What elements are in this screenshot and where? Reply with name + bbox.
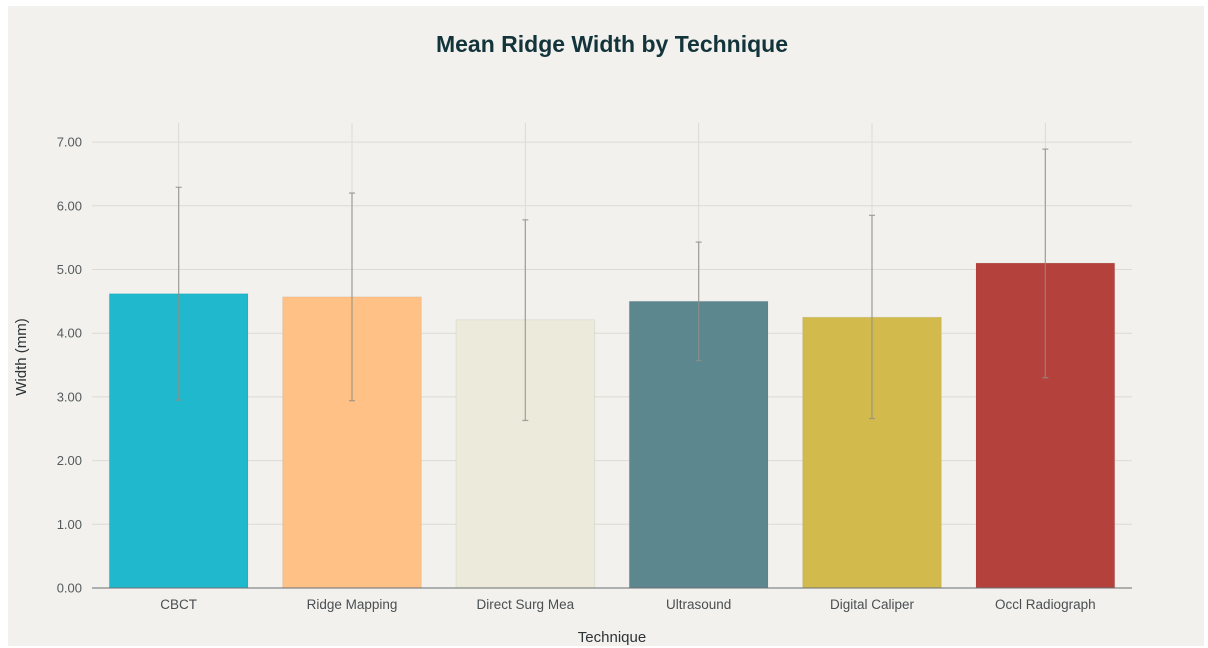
x-axis-title: Technique (578, 629, 646, 646)
y-tick-label: 2.00 (57, 453, 82, 468)
x-category-label: Digital Caliper (830, 597, 915, 612)
y-tick-label: 5.00 (57, 262, 82, 277)
chart-title: Mean Ridge Width by Technique (436, 31, 788, 57)
y-tick-label: 6.00 (57, 198, 82, 213)
x-category-label: Direct Surg Mea (477, 597, 575, 612)
x-category-label: Ridge Mapping (307, 597, 398, 612)
y-tick-label: 4.00 (57, 326, 82, 341)
x-category-label: CBCT (160, 597, 197, 612)
y-tick-label: 7.00 (57, 135, 82, 150)
y-tick-label: 0.00 (57, 581, 82, 596)
x-category-label: Occl Radiograph (995, 597, 1096, 612)
error-bars (175, 148, 1049, 422)
x-category-label: Ultrasound (666, 597, 731, 612)
y-tick-label: 3.00 (57, 389, 82, 404)
y-axis-ticks: 0.00 1.00 2.00 3.00 4.00 5.00 6.00 7.00 (57, 135, 82, 596)
bars (108, 262, 1116, 589)
y-axis-title: Width (mm) (13, 318, 30, 396)
x-axis-categories: CBCT Ridge Mapping Direct Surg Mea Ultrasou… (160, 597, 1095, 612)
y-tick-label: 1.00 (57, 517, 82, 532)
